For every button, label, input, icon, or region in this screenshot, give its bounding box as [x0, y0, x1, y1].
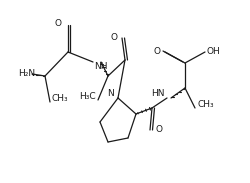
Text: CH₃: CH₃ — [52, 94, 68, 104]
Text: OH: OH — [206, 46, 220, 55]
Text: O: O — [55, 20, 62, 29]
Text: NH: NH — [94, 63, 107, 72]
Text: H₃C: H₃C — [79, 92, 96, 102]
Text: H₂N: H₂N — [18, 70, 35, 79]
Text: O: O — [110, 33, 117, 42]
Text: N: N — [107, 89, 114, 98]
Text: CH₃: CH₃ — [197, 100, 214, 109]
Text: O: O — [156, 124, 162, 134]
Text: O: O — [154, 46, 160, 55]
Text: HN: HN — [151, 89, 164, 98]
